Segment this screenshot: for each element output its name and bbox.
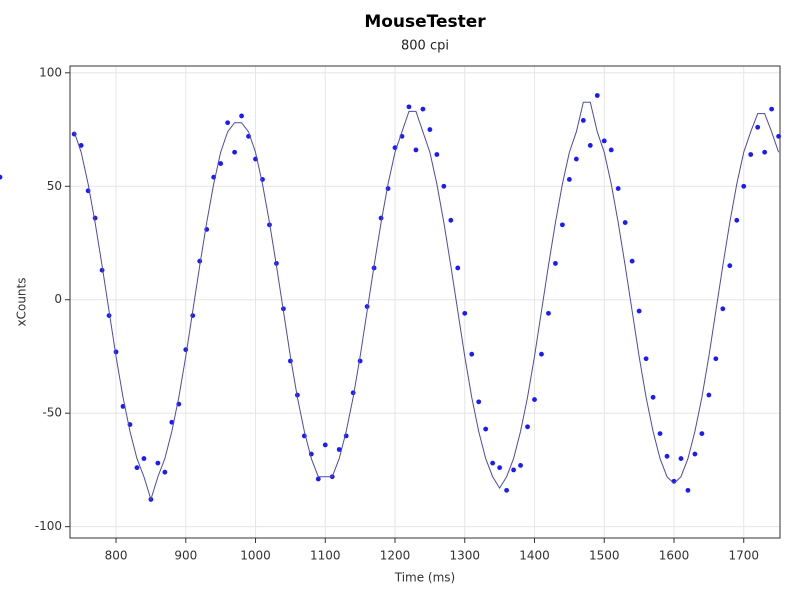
data-point — [525, 424, 530, 430]
data-point — [755, 124, 761, 130]
data-point — [546, 310, 551, 316]
y-tick-label: -100 — [35, 519, 62, 533]
data-point — [657, 431, 663, 437]
series-line — [73, 101, 780, 502]
x-tick-label: 1500 — [589, 549, 620, 563]
data-point — [573, 156, 579, 162]
x-tick-label: 900 — [174, 549, 197, 563]
data-point — [559, 222, 565, 228]
data-point — [385, 186, 391, 191]
data-point — [483, 426, 489, 432]
x-tick-label: 800 — [105, 549, 128, 563]
data-point — [636, 308, 642, 314]
data-point — [769, 106, 775, 112]
data-point — [678, 456, 684, 461]
data-point — [615, 186, 621, 191]
data-point — [0, 174, 3, 180]
chart-subtitle: 800 cpi — [401, 39, 449, 54]
data-point — [504, 487, 510, 493]
data-point — [462, 310, 468, 316]
x-tick-label: 1100 — [310, 549, 341, 563]
x-tick-label: 1300 — [449, 549, 480, 563]
data-point — [497, 465, 503, 471]
data-point — [741, 183, 747, 189]
data-point — [420, 106, 426, 112]
data-point — [566, 177, 572, 182]
data-point — [434, 152, 440, 157]
y-tick-label: 50 — [47, 179, 62, 193]
data-point — [476, 399, 482, 405]
plot-frame — [69, 65, 781, 539]
data-point — [448, 217, 454, 223]
data-point — [539, 351, 544, 357]
x-axis-label: Time (ms) — [394, 571, 456, 585]
data-point — [378, 215, 384, 221]
data-point — [685, 487, 691, 493]
data-point — [720, 306, 726, 312]
data-point — [706, 392, 712, 398]
data-point — [322, 442, 328, 448]
data-point — [441, 183, 447, 189]
y-tick-label: 0 — [54, 292, 62, 306]
data-point — [155, 460, 161, 466]
chart-title: MouseTester — [364, 12, 486, 32]
x-tick-label: 1400 — [519, 549, 550, 563]
x-tick-label: 1000 — [240, 549, 271, 563]
data-point — [218, 161, 224, 166]
data-point — [608, 147, 614, 153]
data-point — [580, 118, 586, 123]
data-point — [532, 397, 537, 402]
data-point — [336, 447, 342, 452]
data-point — [629, 258, 635, 264]
data-point — [587, 143, 593, 148]
y-axis-label: xCounts — [15, 278, 29, 327]
data-point — [664, 453, 670, 459]
data-point — [162, 469, 168, 475]
data-point — [553, 261, 558, 266]
data-point — [594, 93, 600, 98]
data-point — [518, 462, 523, 468]
x-tick-label: 1700 — [728, 549, 759, 563]
x-tick-label: 1600 — [659, 549, 690, 563]
data-point — [141, 456, 147, 461]
data-point — [315, 476, 321, 482]
data-point — [734, 217, 740, 223]
data-point — [406, 104, 412, 110]
data-point — [134, 465, 140, 471]
data-point — [490, 460, 496, 466]
data-point — [239, 113, 244, 119]
data-point — [601, 138, 607, 144]
data-point — [455, 265, 461, 271]
data-point — [92, 215, 98, 221]
data-point — [469, 351, 475, 357]
y-tick-label: -50 — [42, 406, 62, 420]
data-point — [776, 133, 782, 139]
data-point — [622, 220, 628, 225]
data-point — [713, 356, 719, 362]
y-tick-label: 100 — [39, 65, 62, 79]
data-point — [762, 149, 768, 155]
data-point — [232, 149, 237, 155]
data-point — [78, 143, 84, 148]
data-point — [748, 152, 754, 157]
data-point — [427, 127, 433, 132]
data-point — [727, 263, 733, 269]
data-point — [650, 394, 656, 400]
data-point — [225, 120, 231, 126]
data-point — [643, 356, 649, 362]
data-point — [699, 431, 705, 437]
x-tick-label: 1200 — [380, 549, 411, 563]
data-point — [692, 451, 698, 457]
data-point — [413, 147, 419, 153]
data-point — [511, 467, 516, 473]
